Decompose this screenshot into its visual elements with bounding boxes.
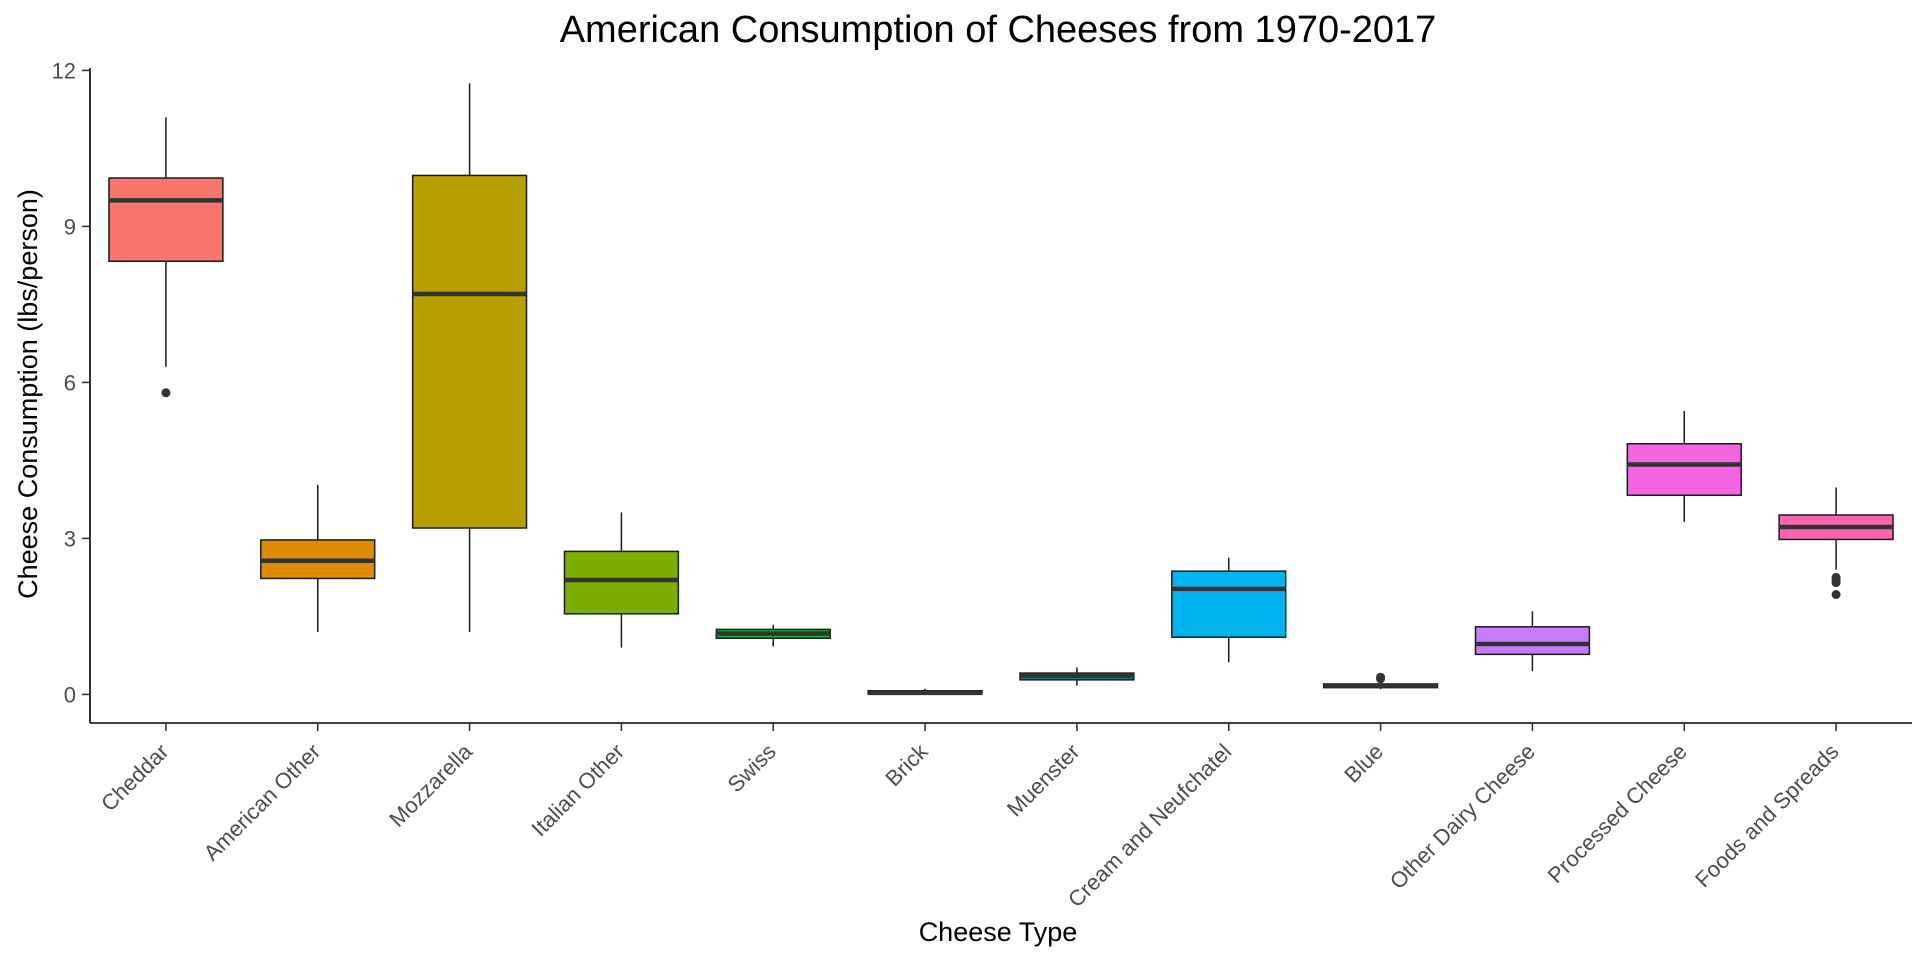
- x-tick-label: Brick: [880, 738, 933, 791]
- box-cream-and-neufchatel: [1171, 557, 1287, 663]
- x-tick-label: Blue: [1339, 739, 1388, 788]
- box-swiss: [715, 624, 831, 647]
- box-brick: [867, 688, 983, 696]
- x-tick-label: Swiss: [722, 739, 780, 797]
- outlier-point: [1376, 672, 1386, 682]
- box-foods-and-spreads: [1778, 487, 1894, 600]
- outlier-point: [1831, 590, 1841, 600]
- box-blue: [1322, 672, 1439, 690]
- y-tick-label: 9: [64, 214, 76, 239]
- chart-title: American Consumption of Cheeses from 197…: [560, 9, 1437, 51]
- y-tick-label: 6: [64, 370, 76, 395]
- box-body: [1474, 626, 1591, 656]
- box-processed-cheese: [1626, 411, 1742, 522]
- box-series: [108, 83, 1894, 696]
- y-axis: 0 3 6 9 12: [52, 58, 91, 723]
- box-mozzarella: [411, 83, 528, 632]
- box-body: [563, 550, 680, 615]
- y-tick-label: 3: [64, 526, 76, 551]
- x-axis-title: Cheese Type: [919, 917, 1078, 947]
- box-muenster: [1019, 667, 1135, 686]
- box-body: [1626, 443, 1742, 496]
- box-other-dairy-cheese: [1474, 611, 1591, 671]
- x-tick-label: Other Dairy Cheese: [1385, 739, 1540, 894]
- y-axis-title: Cheese Consumption (lbs/person): [13, 189, 43, 599]
- outlier-point: [161, 388, 171, 398]
- x-tick-label: Muenster: [1002, 739, 1085, 822]
- box-body: [1171, 570, 1287, 638]
- x-tick-label: Italian Other: [527, 739, 629, 841]
- box-body: [108, 177, 224, 262]
- outlier-point: [1831, 572, 1841, 582]
- box-italian-other: [563, 512, 680, 648]
- x-tick-label: Processed Cheese: [1543, 739, 1692, 888]
- x-axis: Cheddar American Other Mozzarella Italian O…: [90, 722, 1912, 912]
- x-tick-label: American Other: [199, 739, 326, 866]
- y-tick-label: 12: [52, 58, 76, 83]
- box-body: [411, 174, 528, 529]
- x-tick-label: Mozzarella: [384, 738, 477, 831]
- y-tick-label: 0: [64, 682, 76, 707]
- box-american-other: [260, 484, 376, 632]
- box-cheddar: [108, 117, 224, 398]
- x-tick-label: Foods and Spreads: [1690, 739, 1843, 892]
- x-tick-label: Cream and Neufchatel: [1063, 739, 1236, 912]
- x-tick-label: Cheddar: [96, 739, 173, 816]
